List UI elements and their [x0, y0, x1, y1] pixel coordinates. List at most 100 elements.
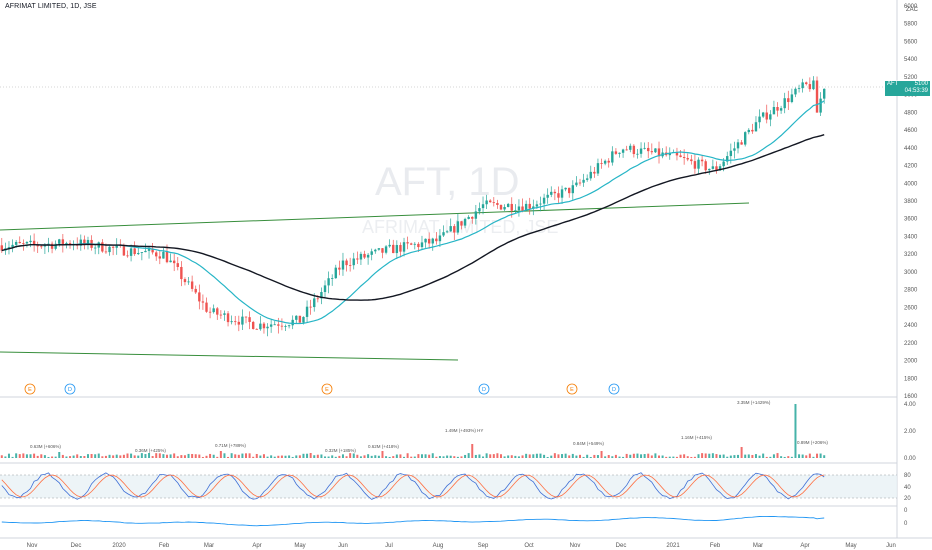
- candle-body: [302, 316, 305, 323]
- volume-bar: [212, 454, 215, 458]
- candle-body: [291, 319, 294, 326]
- candle-body: [18, 241, 21, 244]
- volume-annotation: 0.32M (+185%): [325, 448, 356, 453]
- time-tick-label: May: [845, 543, 856, 549]
- volume-tick-label: 2.00: [904, 429, 916, 435]
- volume-bar: [449, 455, 452, 458]
- volume-bar: [176, 456, 179, 458]
- volume-bar: [385, 456, 388, 458]
- candle-body: [101, 242, 104, 252]
- volume-bar: [431, 453, 434, 458]
- price-tick-label: 2800: [904, 288, 918, 294]
- earnings-event-marker[interactable]: [566, 383, 578, 395]
- candle-body: [564, 187, 567, 190]
- candle-body: [542, 197, 546, 204]
- volume-bar: [701, 453, 704, 458]
- volume-bar: [467, 453, 470, 458]
- volume-bar: [521, 455, 524, 458]
- candle-body: [700, 159, 704, 162]
- candle-body: [643, 147, 646, 149]
- volume-bar: [622, 456, 625, 458]
- volume-bar: [525, 453, 528, 458]
- volume-bar: [338, 455, 341, 458]
- earnings-event-label: E: [325, 387, 329, 393]
- candle-body: [259, 323, 262, 330]
- volume-annotation: 1.49M (+493%) HY: [445, 428, 483, 433]
- earnings-event-marker[interactable]: [24, 383, 36, 395]
- volume-bar: [162, 454, 165, 458]
- candle-body: [334, 267, 337, 279]
- candle-body: [348, 265, 352, 266]
- volume-bar: [517, 456, 520, 458]
- price-tick-label: 2200: [904, 341, 918, 347]
- earnings-event-label: E: [28, 387, 32, 393]
- time-tick-label: 2021: [666, 543, 680, 549]
- dividend-event-marker[interactable]: [478, 383, 490, 395]
- candle-body: [151, 248, 154, 253]
- volume-bar: [151, 456, 154, 458]
- candle-body: [521, 206, 524, 211]
- volume-bar: [747, 454, 750, 458]
- candle-body: [823, 88, 826, 99]
- volume-bar: [643, 454, 646, 458]
- candle-body: [287, 325, 291, 327]
- price-tick-label: 5800: [904, 22, 918, 28]
- volume-bar: [625, 453, 628, 458]
- stoch-band: [0, 475, 897, 498]
- candle-body: [546, 194, 549, 198]
- candle-body: [155, 252, 158, 257]
- volume-bar: [737, 454, 740, 458]
- candle-body: [578, 182, 582, 184]
- volume-bar: [722, 454, 725, 458]
- volume-bar: [510, 455, 513, 458]
- volume-bar: [133, 455, 136, 458]
- candle-body: [61, 239, 65, 246]
- candle-body: [456, 221, 460, 233]
- volume-bar: [503, 456, 506, 458]
- candle-body: [611, 151, 614, 163]
- candle-body: [137, 252, 140, 255]
- volume-bar: [754, 454, 757, 458]
- volume-bar: [453, 456, 456, 458]
- volume-bar: [377, 455, 380, 458]
- candle-body: [144, 250, 147, 253]
- dividend-event-marker[interactable]: [64, 383, 76, 395]
- volume-bar: [25, 454, 28, 458]
- candle-body: [463, 218, 467, 226]
- candle-body: [320, 292, 323, 299]
- resistance-trendline[interactable]: [0, 202, 750, 231]
- volume-bar: [158, 453, 161, 458]
- volume-bar: [442, 456, 445, 458]
- candle-body: [402, 242, 406, 252]
- volume-annotation: 0.62M (+418%): [368, 444, 399, 449]
- volume-bar: [295, 455, 298, 458]
- volume-bar: [629, 454, 632, 458]
- candle-body: [273, 324, 276, 326]
- support-trendline[interactable]: [0, 351, 459, 361]
- dividend-event-marker[interactable]: [608, 383, 620, 395]
- candle-body: [424, 238, 427, 243]
- candle-body: [438, 235, 442, 242]
- volume-bar: [97, 453, 100, 458]
- candle-body: [323, 285, 327, 293]
- volume-bar: [137, 455, 140, 458]
- earnings-event-marker[interactable]: [321, 383, 333, 395]
- price-tick-label: 5200: [904, 75, 918, 81]
- volume-bar: [532, 454, 535, 458]
- candle-body: [514, 210, 517, 212]
- volume-bar: [697, 454, 700, 458]
- sma-slow-line[interactable]: [1, 134, 825, 301]
- ema-fast-line[interactable]: [1, 100, 825, 325]
- volume-bar: [499, 454, 502, 458]
- time-tick-label: Jun: [338, 543, 348, 549]
- candle-body: [679, 155, 682, 158]
- candle-body: [410, 243, 413, 245]
- volume-annotation: 0.89M (+206%): [797, 440, 828, 445]
- candle-body: [449, 226, 452, 232]
- candle-body: [201, 301, 205, 303]
- candle-body: [431, 238, 434, 244]
- candle-body: [223, 313, 226, 315]
- volume-bar: [15, 453, 18, 458]
- volume-bar: [765, 456, 768, 458]
